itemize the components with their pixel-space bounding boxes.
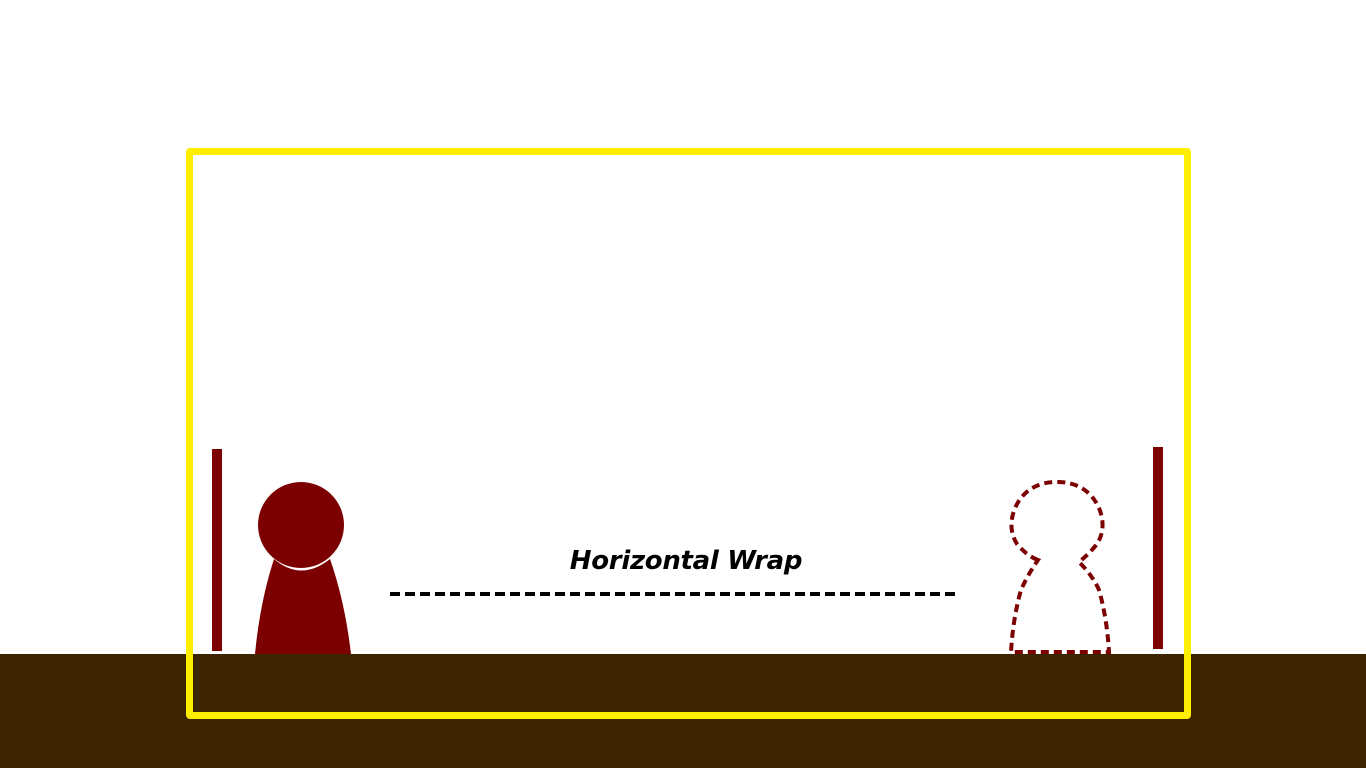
wrap-path-dashed-line bbox=[390, 592, 956, 596]
right-wall bbox=[1153, 447, 1163, 649]
ground bbox=[0, 654, 1366, 768]
horizontal-wrap-label: Horizontal Wrap bbox=[569, 546, 803, 576]
left-wall bbox=[212, 449, 222, 651]
player-ghost-icon bbox=[1008, 479, 1112, 654]
camera-frame bbox=[186, 148, 1191, 719]
player-pawn-icon bbox=[255, 482, 351, 654]
